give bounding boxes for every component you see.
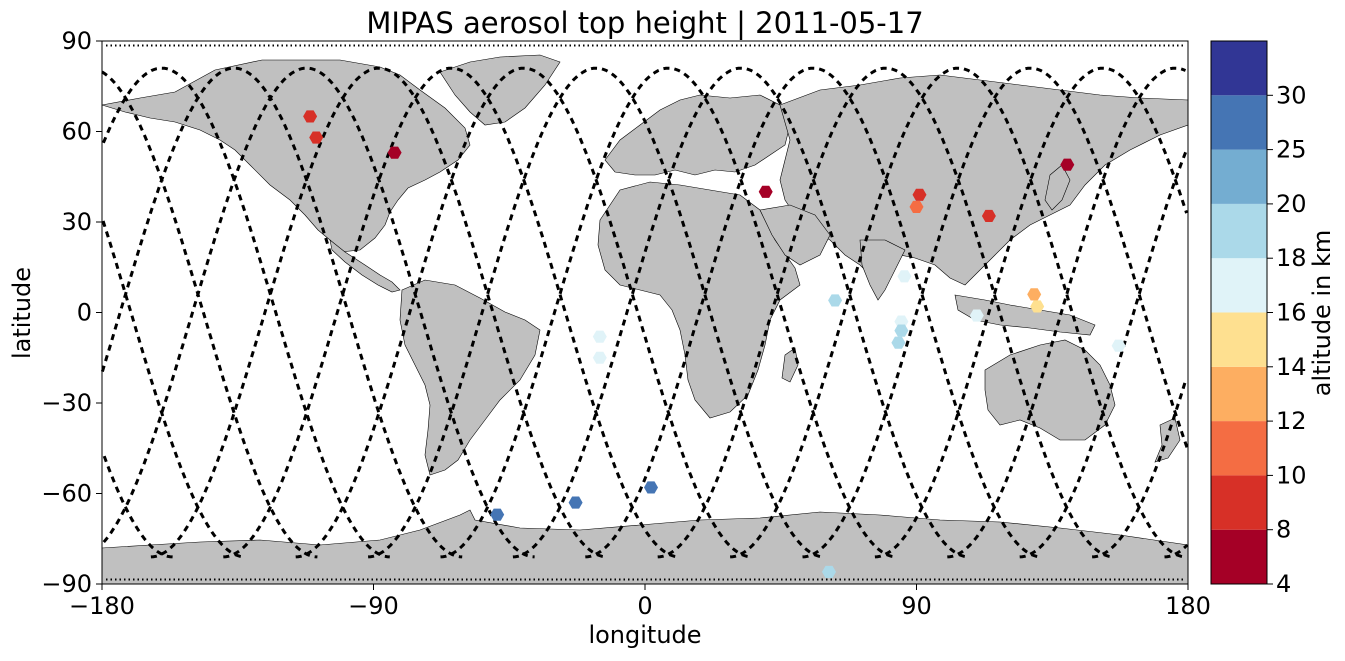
aerosol-point xyxy=(822,565,836,578)
colorbar-tick-label: 10 xyxy=(1276,461,1307,489)
orbit-track xyxy=(512,66,970,559)
colorbar-segment xyxy=(1211,366,1267,422)
orbit-track xyxy=(101,70,318,559)
north-america xyxy=(101,59,471,253)
orbit-track xyxy=(1019,148,1189,559)
colorbar-tick-label: 14 xyxy=(1276,353,1307,381)
x-tick-label: −90 xyxy=(348,592,399,620)
y-tick-label: −60 xyxy=(41,480,92,508)
colorbar-tick-label: 4 xyxy=(1276,570,1291,598)
colorbar-segment xyxy=(1211,529,1267,584)
orbit-track xyxy=(102,455,173,559)
aerosol-point xyxy=(1030,300,1045,313)
colorbar-segment xyxy=(1211,258,1267,313)
aerosol-point xyxy=(1027,288,1042,301)
land-layer xyxy=(101,54,1189,585)
x-tick-label: −180 xyxy=(69,592,135,620)
y-tick-label: 0 xyxy=(77,299,92,327)
aerosol-point xyxy=(1060,158,1075,171)
y-axis-ticks: −90 −60 −30 0 30 60 90 xyxy=(41,27,102,598)
aerosol-point xyxy=(387,146,402,159)
orbit-track xyxy=(101,220,246,559)
colorbar-tick-label: 8 xyxy=(1276,516,1291,544)
colorbar-ticks: 4 8 10 12 14 16 18 20 25 30 xyxy=(1267,81,1307,598)
orbit-track xyxy=(367,66,825,559)
colorbar-tick-label: 18 xyxy=(1276,244,1307,272)
y-tick-label: −30 xyxy=(41,389,92,417)
y-tick-label: 60 xyxy=(61,118,92,146)
aerosol-point xyxy=(912,188,927,201)
x-axis-ticks: −180 −90 0 90 180 xyxy=(69,584,1211,620)
orbit-track xyxy=(1164,543,1189,559)
aerosol-point xyxy=(981,209,996,222)
colorbar-segment xyxy=(1211,475,1267,530)
colorbar-tick-label: 16 xyxy=(1276,299,1307,327)
colorbar-tick-label: 25 xyxy=(1276,136,1307,164)
aerosol-point xyxy=(490,508,505,521)
colorbar-segment xyxy=(1211,312,1267,367)
aerosol-point xyxy=(894,324,909,337)
aerosol-point xyxy=(758,185,773,198)
colorbar xyxy=(1210,40,1268,585)
orbit-track xyxy=(874,66,1189,559)
y-tick-label: 30 xyxy=(61,208,92,236)
chart-title: MIPAS aerosol top height | 2011-05-17 xyxy=(366,6,923,40)
australia xyxy=(984,339,1116,441)
aerosol-point xyxy=(592,351,607,364)
colorbar-segment xyxy=(1211,203,1267,259)
colorbar-tick-label: 20 xyxy=(1276,190,1307,218)
y-tick-label: −90 xyxy=(41,570,92,598)
aerosol-point xyxy=(891,336,906,349)
aerosol-point xyxy=(303,110,318,123)
orbit-track xyxy=(585,66,1042,559)
europe xyxy=(604,94,791,176)
orbit-track xyxy=(729,66,1187,559)
aerosol-points xyxy=(303,110,1126,578)
orbit-track xyxy=(657,66,1114,559)
x-tick-label: 90 xyxy=(901,592,932,620)
india xyxy=(859,239,906,301)
aerosol-point xyxy=(568,496,583,509)
map-area xyxy=(100,40,1190,585)
colorbar-tick-label: 12 xyxy=(1276,407,1307,435)
orbit-track xyxy=(440,66,897,559)
y-tick-label: 90 xyxy=(61,27,92,55)
aerosol-point xyxy=(309,131,324,144)
aerosol-point xyxy=(644,481,658,494)
orbit-track xyxy=(947,66,1187,559)
orbit-track xyxy=(295,66,752,559)
aerosol-point xyxy=(897,270,912,283)
colorbar-segment xyxy=(1211,95,1267,150)
colorbar-segment xyxy=(1211,41,1267,96)
x-axis-label: longitude xyxy=(588,621,701,649)
colorbar-label: altitude in km xyxy=(1308,230,1336,397)
y-axis-label: latitude xyxy=(8,267,36,359)
arabia xyxy=(759,204,831,266)
x-tick-label: 0 xyxy=(637,592,652,620)
aerosol-point xyxy=(909,200,924,213)
x-tick-label: 180 xyxy=(1165,592,1211,620)
orbit-track xyxy=(802,66,1190,559)
aerosol-point xyxy=(1111,339,1126,352)
aerosol-point xyxy=(828,294,843,307)
colorbar-tick-label: 30 xyxy=(1276,81,1307,109)
orbit-track xyxy=(223,66,680,559)
aerosol-point xyxy=(592,330,607,343)
orbit-track xyxy=(102,66,535,559)
greenland xyxy=(439,54,561,126)
orbit-track xyxy=(150,66,608,559)
aerosol-point xyxy=(969,309,984,322)
orbit-tracks xyxy=(100,44,1190,581)
colorbar-segment xyxy=(1211,421,1267,476)
orbit-track xyxy=(102,66,390,559)
colorbar-segment xyxy=(1211,149,1267,204)
south-america xyxy=(399,279,541,476)
central-america xyxy=(329,239,401,293)
